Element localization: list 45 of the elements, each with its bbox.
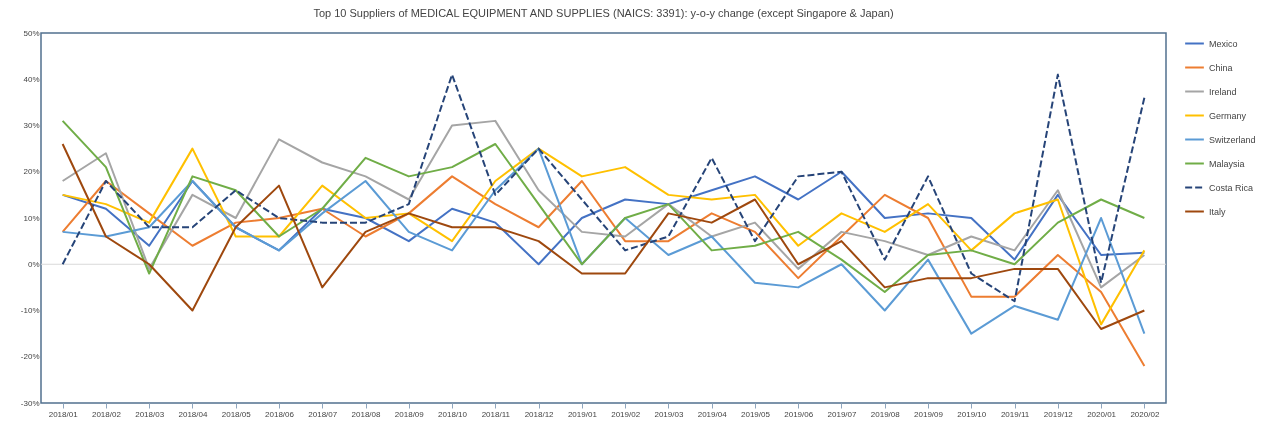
x-tick-label: 2019/04	[697, 409, 728, 419]
x-tick-label: 2019/09	[914, 409, 944, 419]
y-tick-label: 10%	[23, 213, 40, 223]
y-tick-label: 30%	[23, 121, 40, 130]
x-tick-label: 2018/12	[524, 409, 555, 419]
y-tick-label: 40%	[23, 74, 40, 84]
x-tick-label: 2020/01	[1087, 409, 1117, 419]
x-tick-label: 2018/03	[135, 409, 165, 419]
y-tick-label: 50%	[23, 28, 40, 38]
x-tick-label: 2018/11	[481, 409, 511, 419]
legend-label: Ireland	[1209, 86, 1237, 97]
y-tick-label: -10%	[20, 306, 40, 315]
legend-label: Switzerland	[1209, 134, 1256, 145]
y-tick-label: 20%	[23, 167, 40, 177]
x-tick-label: 2019/01	[567, 409, 598, 419]
legend-label: Malaysia	[1209, 158, 1245, 169]
x-tick-label: 2018/06	[265, 409, 295, 419]
x-tick-label: 2019/05	[740, 409, 771, 419]
x-tick-label: 2019/10	[957, 409, 987, 419]
x-tick-label: 2018/08	[351, 409, 382, 419]
x-tick-label: 2019/06	[784, 409, 814, 419]
line-series	[61, 175, 1146, 367]
x-tick-label: 2018/04	[178, 409, 208, 419]
legend-label: Mexico	[1209, 38, 1238, 49]
y-tick-label: -20%	[20, 352, 40, 362]
x-tick-label: 2019/03	[654, 409, 684, 419]
x-tick-label: 2018/10	[438, 409, 468, 419]
x-tick-label: 2018/02	[91, 409, 122, 419]
y-tick-label: 0%	[27, 259, 40, 269]
x-tick-label: 2019/11	[1000, 409, 1030, 419]
x-tick-label: 2018/07	[308, 409, 338, 419]
legend-label: Costa Rica	[1209, 182, 1254, 193]
x-tick-label: 2018/09	[394, 409, 425, 419]
chart-title: Top 10 Suppliers of MEDICAL EQUIPMENT AND SUPPLIES (NAICS: 3391): y-o-y change (except Singapore & Japan)	[313, 7, 894, 19]
x-tick-label: 2018/01	[48, 409, 79, 419]
y-tick-label: -30%	[20, 398, 40, 408]
legend-label: Germany	[1209, 110, 1247, 121]
x-tick-label: 2020/02	[1130, 409, 1160, 419]
x-tick-label: 2019/12	[1043, 409, 1074, 419]
x-tick-label: 2018/05	[221, 409, 252, 419]
x-tick-label: 2019/08	[870, 409, 901, 419]
legend-label: China	[1209, 62, 1233, 73]
x-tick-label: 2019/02	[611, 409, 641, 419]
legend-label: Italy	[1209, 206, 1227, 217]
x-tick-label: 2019/07	[827, 409, 857, 419]
